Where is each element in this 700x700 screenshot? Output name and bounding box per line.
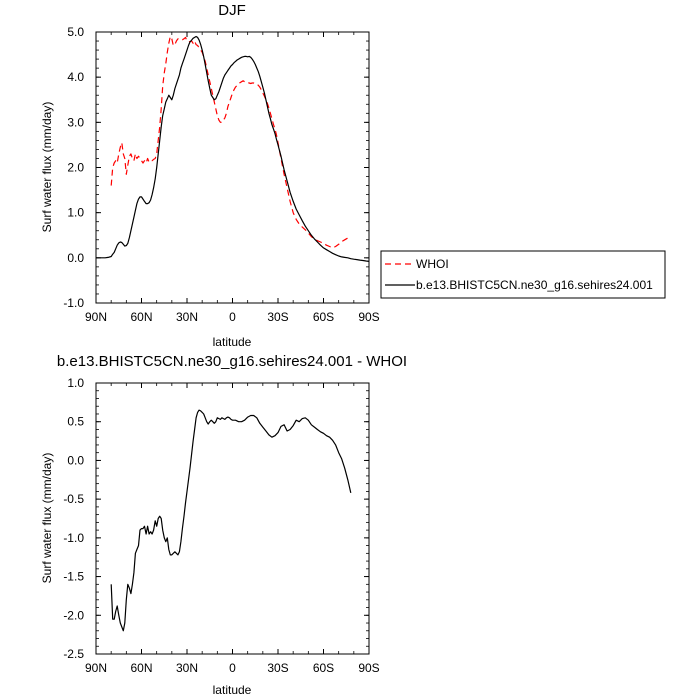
bottom-ytick-label: 1.0 xyxy=(67,376,84,390)
legend-label-model: b.e13.BHISTC5CN.ne30_g16.sehires24.001 xyxy=(416,278,653,292)
bottom-xtick-label: 0 xyxy=(229,661,236,675)
top-xtick-label: 30N xyxy=(176,310,198,324)
bottom-ytick-label: -0.5 xyxy=(63,492,84,506)
legend-box xyxy=(380,250,666,299)
bottom-ytick-label: 0.5 xyxy=(67,415,84,429)
bottom-xtick-label: 30N xyxy=(176,661,198,675)
top-series-line-model xyxy=(96,35,370,262)
legend: WHOI b.e13.BHISTC5CN.ne30_g16.sehires24.… xyxy=(380,250,666,299)
bottom-chart-series xyxy=(110,409,352,632)
top-ytick-label: 0.0 xyxy=(67,251,84,265)
top-chart-series xyxy=(96,35,370,262)
bottom-chart-frame xyxy=(95,382,370,655)
top-ytick-label: 3.0 xyxy=(67,115,84,129)
bottom-ytick-label: -2.0 xyxy=(63,608,84,622)
bottom-xtick-label: 60S xyxy=(313,661,334,675)
bottom-xtick-label: 60N xyxy=(130,661,152,675)
bottom-ytick-label: 0.0 xyxy=(67,453,84,467)
bottom-ytick-label: -1.0 xyxy=(63,531,84,545)
bottom-xtick-label: 90S xyxy=(358,661,379,675)
bottom-ytick-label: -2.5 xyxy=(63,647,84,661)
bottom-series-line-difference xyxy=(110,409,352,632)
top-ytick-label: 5.0 xyxy=(67,25,84,39)
top-chart-ylabel: Surf water flux (mm/day) xyxy=(40,102,54,233)
top-ytick-label: 4.0 xyxy=(67,70,84,84)
top-ytick-label: 1.0 xyxy=(67,206,84,220)
top-xtick-label: 90N xyxy=(85,310,107,324)
bottom-chart-xlabel: latitude xyxy=(213,683,252,697)
bottom-ytick-label: -1.5 xyxy=(63,570,84,584)
top-chart-title: DJF xyxy=(218,2,246,19)
top-chart-xlabel: latitude xyxy=(213,335,252,349)
bottom-xtick-label: 30S xyxy=(267,661,288,675)
top-xtick-label: 60N xyxy=(130,310,152,324)
top-xtick-label: 30S xyxy=(267,310,288,324)
top-series-line-whoi xyxy=(110,35,352,249)
top-xtick-label: 60S xyxy=(313,310,334,324)
top-ytick-label: 2.0 xyxy=(67,161,84,175)
top-xtick-label: 0 xyxy=(229,310,236,324)
bottom-chart-title: b.e13.BHISTC5CN.ne30_g16.sehires24.001 -… xyxy=(57,353,407,370)
bottom-chart-ylabel: Surf water flux (mm/day) xyxy=(40,453,54,584)
top-chart-ticks: 90N 60N 30N 0 30S 60S 90S 5.0 4.0 3.0 2.0 1.0 0.0 -1.… xyxy=(63,25,379,324)
top-xtick-label: 90S xyxy=(358,310,379,324)
bottom-chart-ticks: 90N 60N 30N 0 30S 60S 90S 1.0 0.5 0.0 -0.5 -1.0 -1.5… xyxy=(63,376,379,675)
top-ytick-label: -1.0 xyxy=(63,296,84,310)
top-chart-frame xyxy=(95,31,370,304)
bottom-xtick-label: 90N xyxy=(85,661,107,675)
bottom-chart-panel: b.e13.BHISTC5CN.ne30_g16.sehires24.001 -… xyxy=(40,353,407,697)
legend-label-whoi: WHOI xyxy=(416,257,449,271)
top-chart-panel: DJF 90N 60N 30N 0 30S 60S 90S 5.0 4.0 3.0 2.0 1.0 0.… xyxy=(40,2,666,349)
